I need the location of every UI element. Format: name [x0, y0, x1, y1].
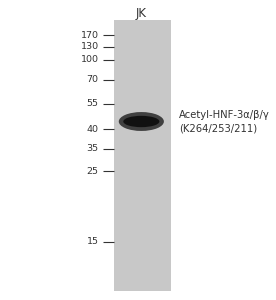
- Text: 130: 130: [80, 42, 99, 51]
- Text: 170: 170: [81, 31, 99, 40]
- Text: 100: 100: [81, 56, 99, 64]
- Text: 55: 55: [87, 99, 99, 108]
- Text: 70: 70: [87, 75, 99, 84]
- Text: Acetyl-HNF-3α/β/γ
(K264/253/211): Acetyl-HNF-3α/β/γ (K264/253/211): [179, 110, 270, 134]
- Text: 40: 40: [87, 124, 99, 134]
- Text: 25: 25: [87, 167, 99, 176]
- Text: JK: JK: [136, 7, 147, 20]
- Ellipse shape: [119, 112, 164, 131]
- Bar: [114, 20, 171, 291]
- Text: 15: 15: [87, 237, 99, 246]
- Text: 35: 35: [86, 144, 99, 153]
- Ellipse shape: [123, 116, 159, 127]
